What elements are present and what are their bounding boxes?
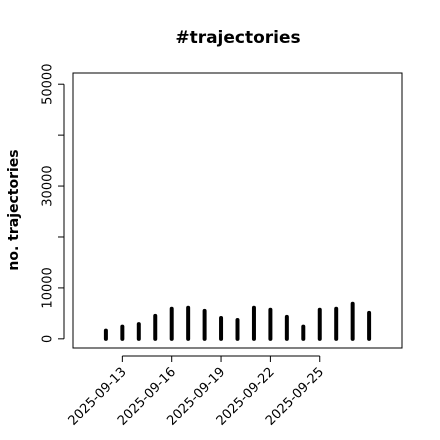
chart-title: #trajectories xyxy=(175,28,300,48)
y-tick-label: 0 xyxy=(41,335,56,343)
y-tick-label: 50000 xyxy=(41,64,56,105)
y-tick-label: 30000 xyxy=(41,165,56,206)
plot-frame xyxy=(72,72,403,349)
y-tick-label: 10000 xyxy=(41,267,56,308)
y-axis-label: no. trajectories xyxy=(6,149,22,270)
